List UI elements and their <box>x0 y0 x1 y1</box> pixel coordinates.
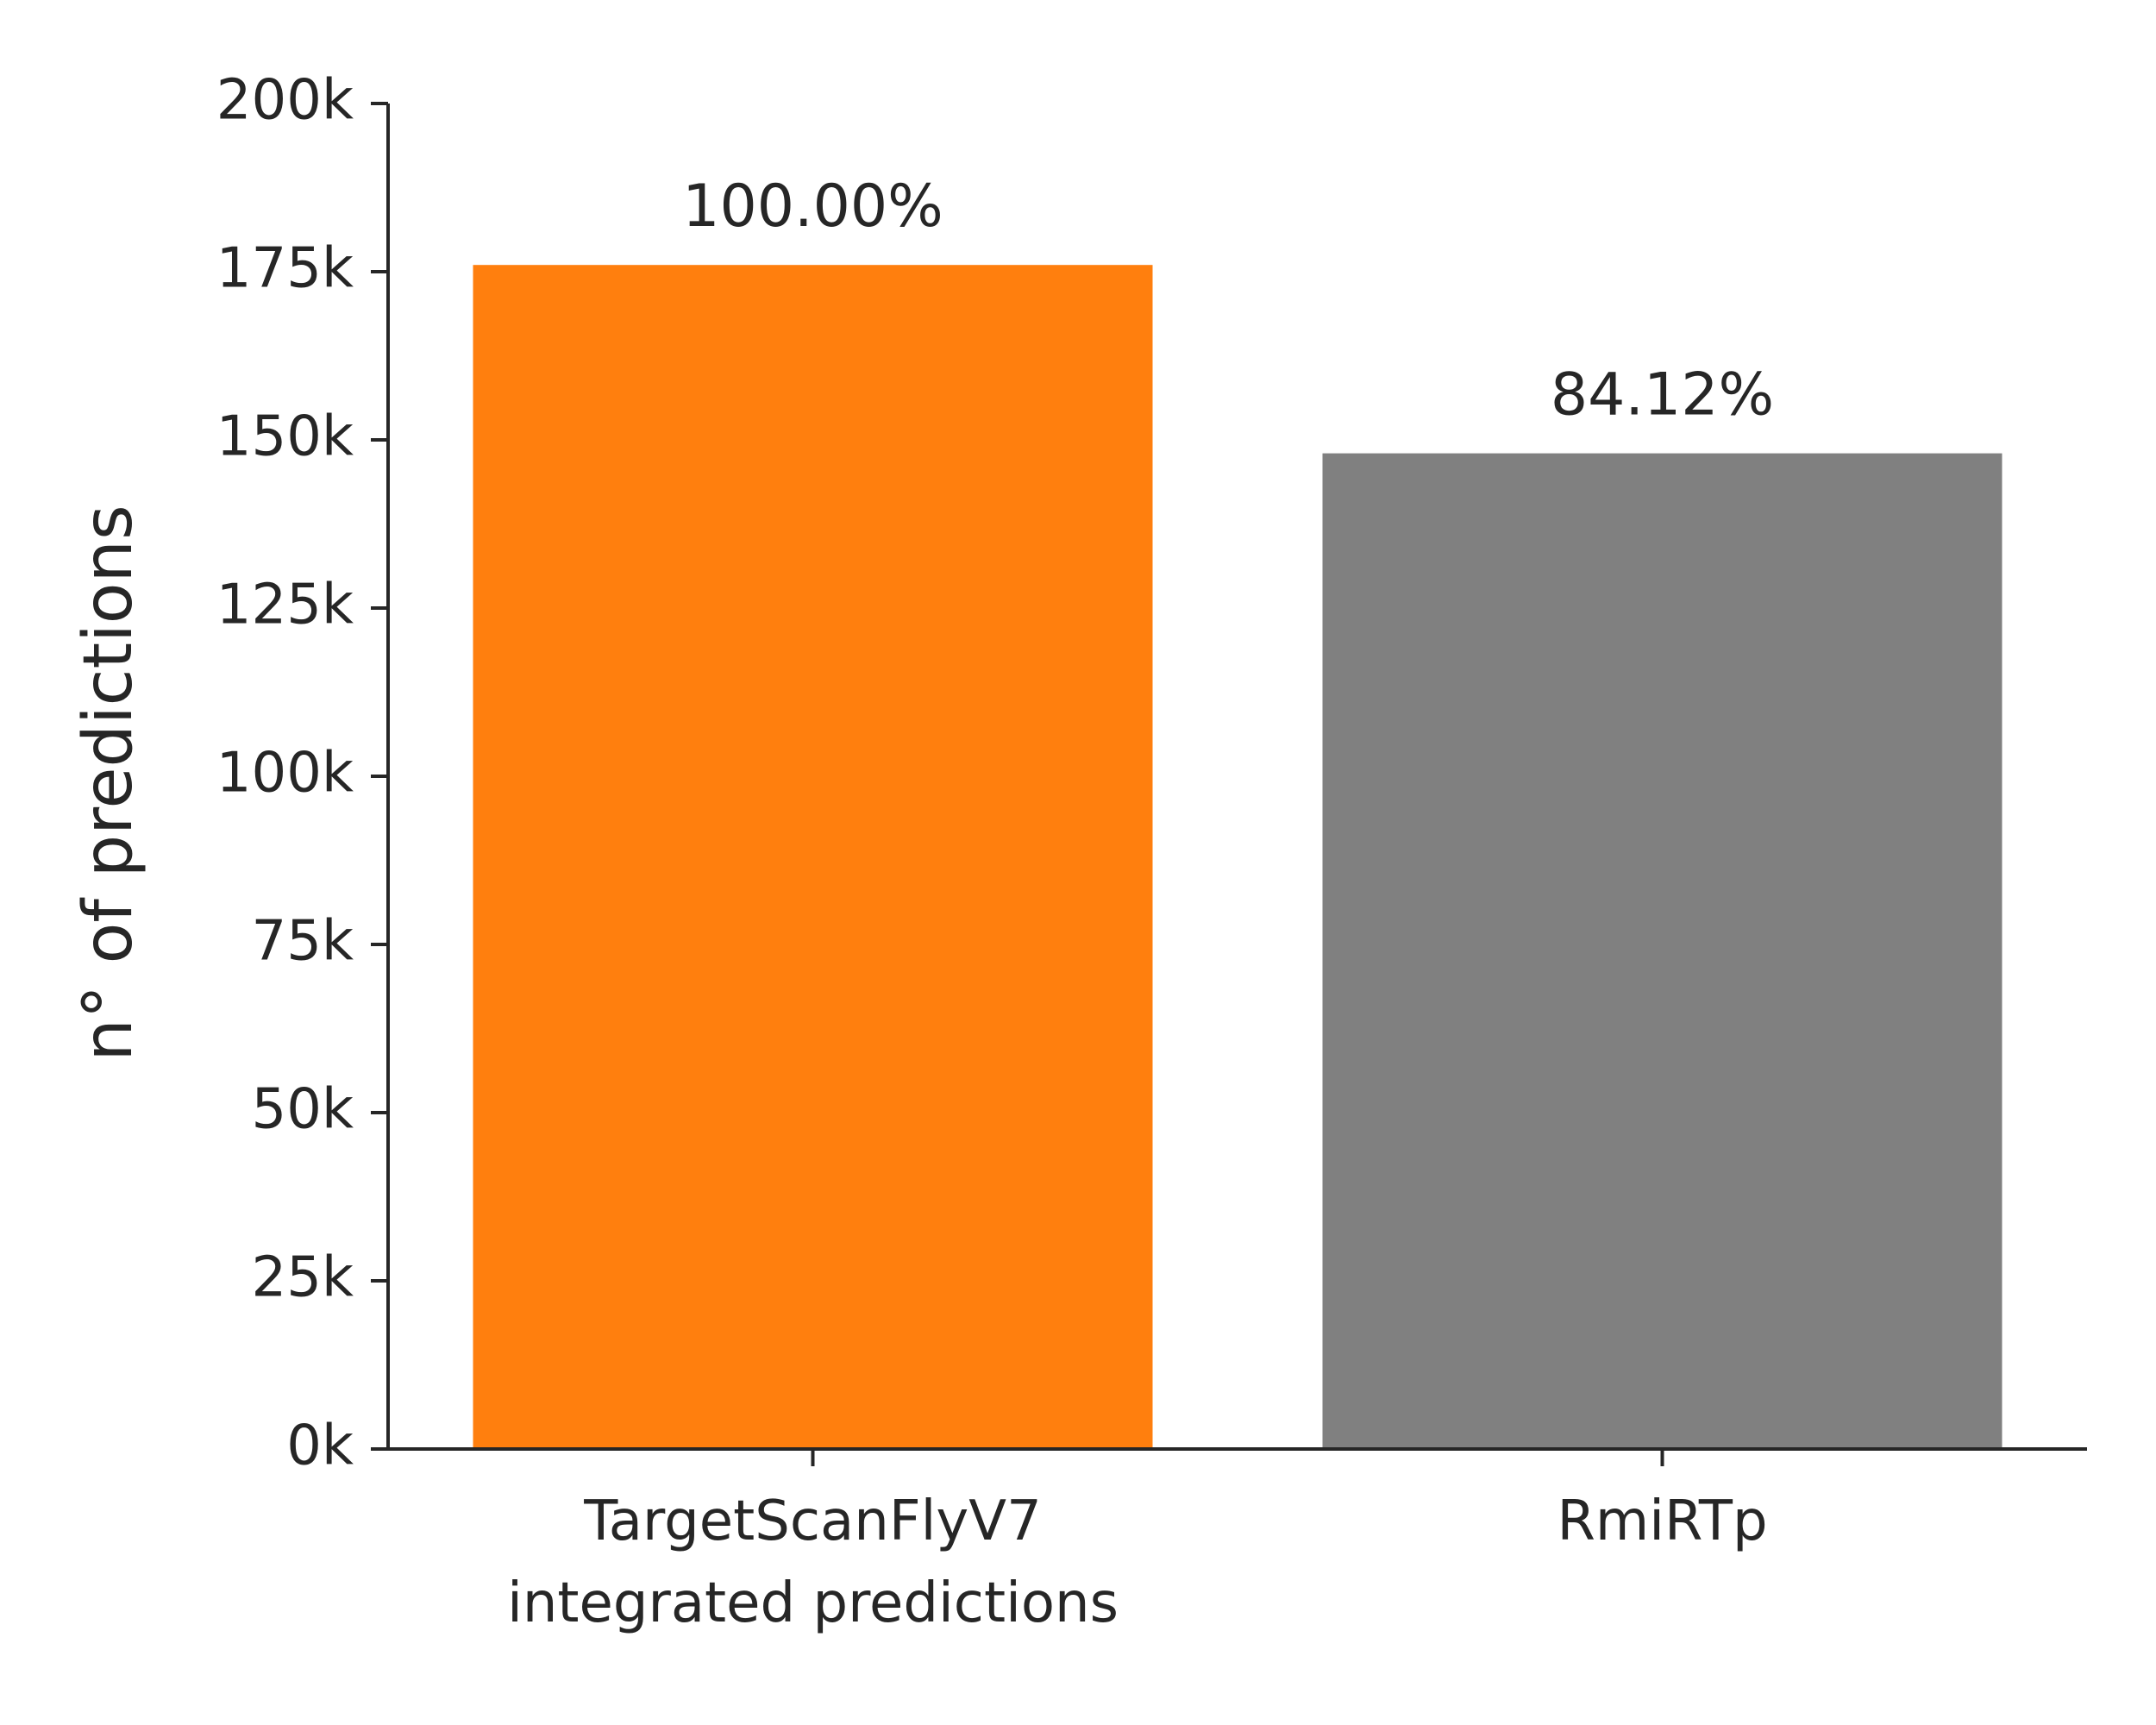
y-tick-label: 200k <box>216 69 354 133</box>
x-tick-label: RmiRTp <box>1557 1490 1767 1553</box>
y-tick-label: 25k <box>252 1246 354 1310</box>
bar-2 <box>1322 453 2002 1449</box>
bar-value-label: 84.12% <box>1551 361 1774 430</box>
bar-1 <box>473 265 1153 1450</box>
y-axis: 0k 25k 50k 75k 100k 125k 150k 175k 200k <box>216 69 390 1478</box>
bar-labels-layer: 100.00% 84.12% <box>682 172 1774 429</box>
y-tick-label: 75k <box>252 910 354 974</box>
y-tick-label: 150k <box>216 405 354 469</box>
x-axis: TargetScanFlyV7 integrated predictions Rmi… <box>388 1447 2087 1635</box>
y-tick-label: 175k <box>216 237 354 301</box>
y-tick-label: 0k <box>286 1414 354 1478</box>
y-tick-label: 100k <box>216 742 354 806</box>
y-tick-label: 50k <box>252 1078 354 1142</box>
x-tick-label-line: TargetScanFlyV7 <box>583 1490 1042 1553</box>
bar-value-label: 100.00% <box>682 172 943 241</box>
bars-layer <box>473 265 2002 1450</box>
x-tick-label: TargetScanFlyV7 integrated predictions <box>507 1490 1119 1635</box>
x-tick-label-line: integrated predictions <box>507 1571 1119 1635</box>
y-tick-label: 125k <box>216 574 354 637</box>
x-tick-label-line: RmiRTp <box>1557 1490 1767 1553</box>
y-axis-title: n° of predictions <box>70 505 147 1061</box>
